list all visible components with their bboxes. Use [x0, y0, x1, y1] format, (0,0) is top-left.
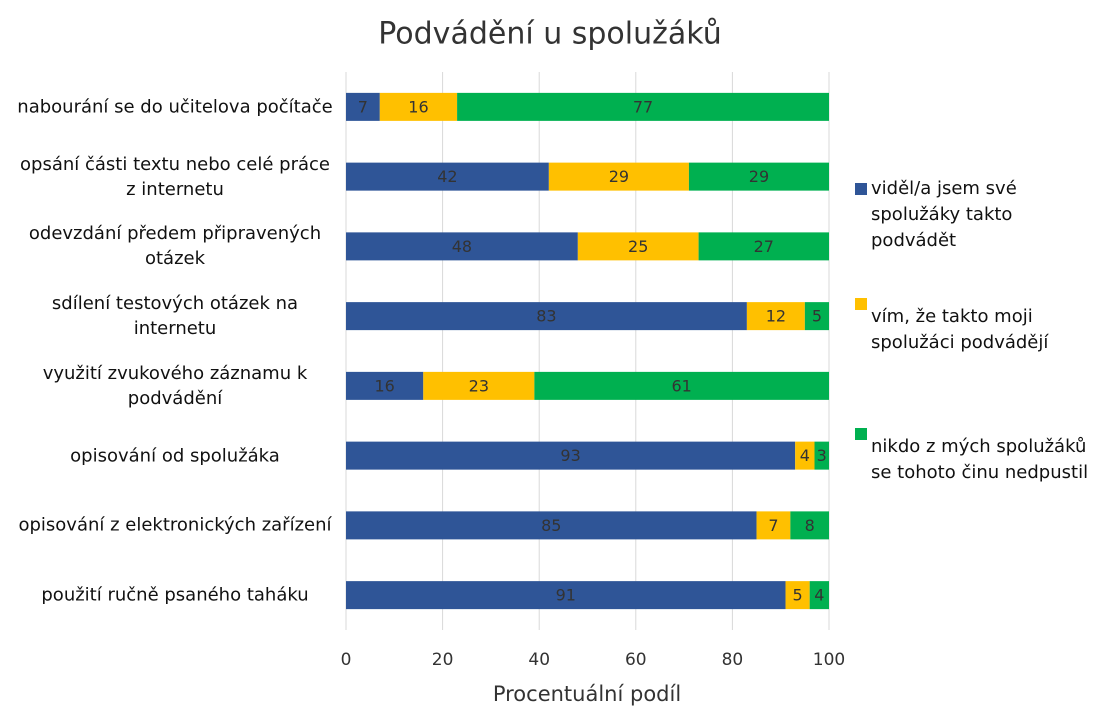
x-tick-label: 100	[813, 650, 845, 670]
category-label: opisování od spolužáka	[70, 445, 280, 467]
data-label: 77	[633, 97, 653, 116]
data-label: 48	[452, 237, 472, 256]
data-label: 7	[358, 97, 368, 116]
data-label: 16	[408, 97, 428, 116]
data-label: 91	[556, 586, 576, 605]
bar-segment	[346, 581, 786, 610]
data-label: 29	[749, 167, 769, 186]
bar-segment	[804, 302, 829, 331]
legend-label: nikdo z mých spolužáků se tohoto činu ne…	[871, 436, 1089, 483]
data-label: 16	[374, 376, 394, 395]
category-label: využití zvukového záznamu k podvádění	[42, 362, 308, 409]
bar-segment	[548, 162, 689, 191]
x-tick-label: 20	[432, 650, 454, 670]
legend-label: vím, že takto moji spolužáci podvádějí	[871, 306, 1049, 353]
bar-segment	[379, 92, 458, 121]
data-label: 3	[817, 446, 827, 465]
data-label: 29	[609, 167, 629, 186]
bar-segment	[346, 302, 747, 331]
x-axis-title: Procentuální podíl	[493, 682, 681, 706]
bar-segment	[457, 92, 829, 121]
x-tick-label: 80	[722, 650, 744, 670]
bar-segment	[577, 232, 699, 261]
bar-segment	[346, 232, 578, 261]
bar-segment	[346, 162, 549, 191]
data-label: 85	[541, 516, 561, 535]
legend-swatch	[855, 183, 867, 195]
data-label: 5	[793, 586, 803, 605]
bar-segment	[795, 441, 815, 470]
data-label: 61	[672, 376, 692, 395]
x-tick-label: 0	[341, 650, 352, 670]
category-label: nabourání se do učitelova počítače	[17, 96, 333, 118]
data-label: 8	[805, 516, 815, 535]
data-label: 27	[754, 237, 774, 256]
bar-segment	[814, 441, 829, 470]
bar-segment	[423, 371, 535, 400]
legend-label: viděl/a jsem své spolužáky takto podvádě…	[871, 178, 1017, 251]
x-tick-label: 60	[625, 650, 647, 670]
category-label: opisování z elektronických zařízení	[18, 514, 332, 536]
bar-segment	[346, 371, 424, 400]
data-label: 12	[766, 307, 786, 326]
data-label: 25	[628, 237, 648, 256]
data-label: 93	[560, 446, 580, 465]
data-label: 23	[469, 376, 489, 395]
legend-swatch	[855, 298, 867, 310]
legend-swatch	[855, 428, 867, 440]
bar-segment	[809, 581, 829, 610]
bar-segment	[746, 302, 805, 331]
category-label: opsání části textu nebo celé práce z int…	[20, 153, 330, 200]
bar-segment	[346, 511, 757, 540]
bar-segment	[785, 581, 810, 610]
bar-segment	[698, 232, 829, 261]
category-label: sdílení testových otázek na internetu	[51, 293, 299, 340]
x-tick-label: 40	[528, 650, 550, 670]
data-label: 7	[768, 516, 778, 535]
data-label: 5	[812, 307, 822, 326]
data-label: 4	[800, 446, 810, 465]
bar-segment	[790, 511, 829, 540]
category-label: odevzdání předem připravených otázek	[28, 223, 322, 270]
category-label: použití ručně psaného taháku	[41, 584, 309, 606]
chart-title: Podvádění u spolužáků	[378, 17, 721, 52]
bar-segment	[688, 162, 829, 191]
bar-segment	[534, 371, 829, 400]
data-label: 42	[437, 167, 457, 186]
data-label: 4	[814, 586, 824, 605]
bar-segment	[346, 441, 796, 470]
bar-segment	[346, 92, 380, 121]
bar-segment	[756, 511, 791, 540]
data-label: 83	[536, 307, 556, 326]
